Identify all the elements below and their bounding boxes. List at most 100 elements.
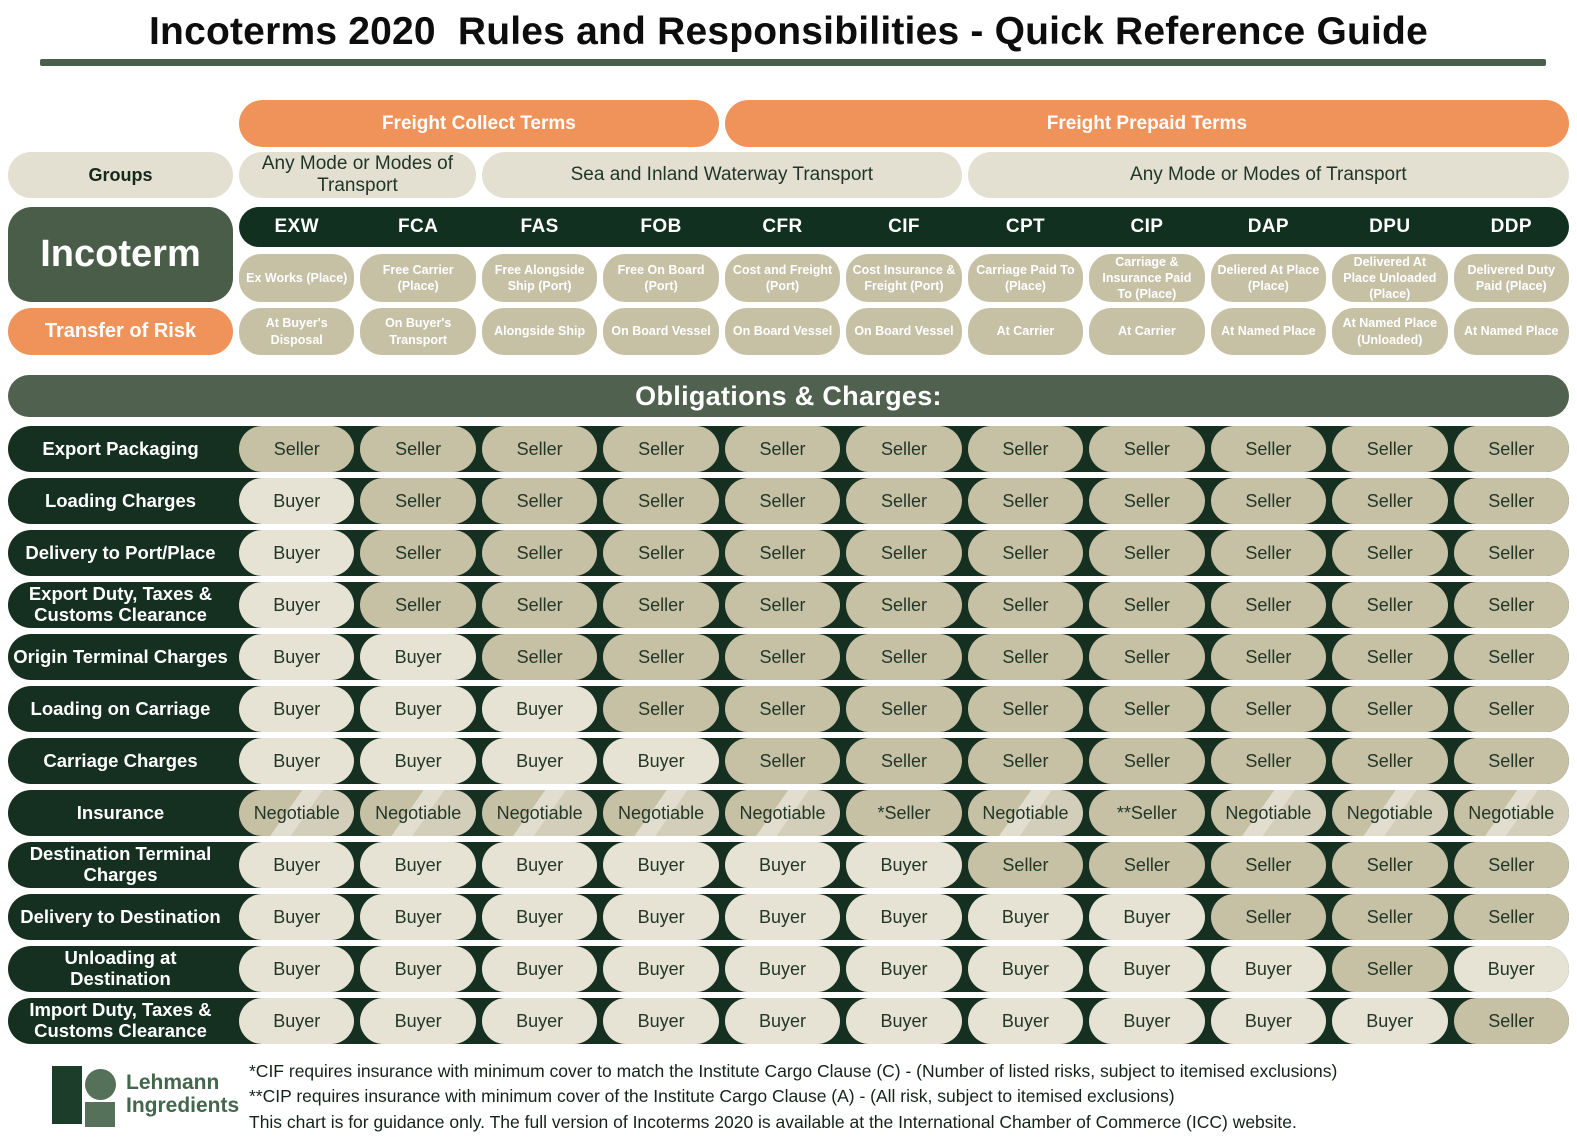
incoterm-description-cif: Cost Insurance & Freight (Port) (846, 254, 962, 302)
obligation-cell: Seller (603, 686, 719, 732)
obligation-cell: Seller (1332, 946, 1448, 992)
obligation-cell: Buyer (1089, 946, 1205, 992)
table-row: Loading Charges Buyer Seller Seller Seller Se… (8, 478, 1569, 524)
obligation-cell: Seller (360, 582, 476, 628)
obligation-cell: Seller (360, 530, 476, 576)
obligation-cell: Seller (1210, 686, 1327, 732)
freight-prepaid-header: Freight Prepaid Terms (724, 100, 1569, 147)
risk-cell-dap: At Named Place (1210, 308, 1327, 355)
obligation-cell: Buyer (1089, 894, 1205, 940)
obligation-cell: Seller (603, 634, 719, 680)
obligation-cell: Seller (360, 426, 476, 472)
obligation-cell: Buyer (1453, 946, 1569, 992)
incoterm-codes-bar: EXW FCA FAS FOB CFR CIF CPT CIP DAP DPU DDP (239, 207, 1569, 247)
table-row: Carriage Charges Buyer Buyer Buyer Buyer Sell… (8, 738, 1569, 784)
footer: Lehmann Ingredients *CIF requires insura… (52, 1059, 1569, 1135)
table-row: Delivery to Destination Buyer Buyer Buyer Bu… (8, 894, 1569, 940)
risk-cell-cfr: On Board Vessel (724, 308, 841, 355)
obligation-cell: Buyer (239, 686, 355, 732)
obligation-cell: Seller (967, 582, 1084, 628)
obligation-cell: Buyer (1210, 998, 1327, 1044)
obligation-cell: Negotiable (360, 790, 476, 836)
row-label: Loading on Carriage (30, 697, 211, 719)
incoterm-code-fca: FCA (398, 216, 439, 237)
obligation-cell: Seller (1332, 530, 1448, 576)
obligation-cell: Seller (603, 426, 719, 472)
obligation-cell: Buyer (360, 998, 476, 1044)
obligation-cell: Seller (967, 634, 1084, 680)
obligation-cell: Buyer (239, 582, 355, 628)
incoterm-code-fob: FOB (640, 216, 682, 237)
row-label: Delivery to Destination (20, 905, 221, 927)
obligation-cell: Seller (846, 530, 962, 576)
obligation-cell: Buyer (724, 998, 841, 1044)
obligation-cell: Seller (1453, 842, 1569, 888)
obligation-cell: Seller (1453, 582, 1569, 628)
obligation-cell: Seller (1089, 842, 1205, 888)
obligation-cell: Negotiable (724, 790, 841, 836)
risk-cell-fca: On Buyer's Transport (360, 308, 476, 355)
obligation-cell: Seller (1453, 530, 1569, 576)
obligation-cell: Buyer (239, 634, 355, 680)
obligation-cell: Buyer (603, 842, 719, 888)
obligation-cell: Seller (846, 686, 962, 732)
obligation-cell: Buyer (846, 842, 962, 888)
obligation-cell: Negotiable (967, 790, 1084, 836)
obligation-cell: Negotiable (603, 790, 719, 836)
row-label: Loading Charges (44, 489, 197, 511)
incoterm-description-ddp: Delivered Duty Paid (Place) (1453, 254, 1569, 302)
obligation-cell: Negotiable (1210, 790, 1327, 836)
obligation-cell: Buyer (603, 998, 719, 1044)
obligation-cell: Buyer (481, 946, 598, 992)
obligation-cell: Buyer (481, 738, 598, 784)
obligation-cell: Buyer (603, 946, 719, 992)
footnote-line: This chart is for guidance only. The ful… (249, 1111, 1297, 1132)
obligation-cell: Buyer (481, 894, 598, 940)
obligation-cell: Buyer (360, 842, 476, 888)
incoterm-header-section: Incoterm EXW FCA FAS FOB CFR CIF CPT CIP DAP DPU D… (8, 207, 1569, 302)
row-label: Carriage Charges (43, 749, 198, 771)
lehmann-logo: Lehmann Ingredients (52, 1063, 239, 1127)
obligation-cell: Seller (1210, 426, 1327, 472)
obligation-cell: Seller (967, 530, 1084, 576)
obligation-cell: Seller (846, 738, 962, 784)
obligation-cell: Seller (846, 582, 962, 628)
obligation-cell: Seller (1453, 998, 1569, 1044)
obligation-cell: Buyer (481, 686, 598, 732)
incoterm-title-box: Incoterm (8, 207, 233, 302)
table-row: Unloading at Destination Buyer Buyer Buyer B… (8, 946, 1569, 992)
obligation-cell: Buyer (239, 530, 355, 576)
obligation-cell: Seller (1089, 686, 1205, 732)
obligation-cell: Seller (846, 478, 962, 524)
incoterm-description-fca: Free Carrier (Place) (360, 254, 476, 302)
obligations-charges-header: Obligations & Charges: (8, 375, 1569, 417)
obligation-cell: Seller (1453, 738, 1569, 784)
table-row: Export Packaging Seller Seller Seller Seller… (8, 426, 1569, 472)
obligation-cell: Seller (724, 634, 841, 680)
risk-cell-cif: On Board Vessel (846, 308, 962, 355)
obligation-cell: Buyer (239, 842, 355, 888)
obligation-cell: Seller (724, 686, 841, 732)
obligation-cell: Negotiable (239, 790, 355, 836)
row-label: Delivery to Port/Place (25, 541, 216, 563)
obligation-cell: Buyer (481, 842, 598, 888)
obligation-cell: Buyer (724, 894, 841, 940)
risk-cell-fas: Alongside Ship (481, 308, 598, 355)
obligation-cell: Seller (1210, 582, 1327, 628)
table-row: Origin Terminal Charges Buyer Buyer Seller S… (8, 634, 1569, 680)
risk-cell-exw: At Buyer's Disposal (239, 308, 355, 355)
row-label: Import Duty, Taxes & Customs Clearance (29, 999, 212, 1041)
incoterm-description-dpu: Delivered At Place Unloaded (Place) (1332, 254, 1448, 302)
obligation-cell: *Seller (846, 790, 962, 836)
obligation-cell: Seller (1332, 634, 1448, 680)
table-row: Export Duty, Taxes & Customs Clearance Bu… (8, 582, 1569, 628)
obligation-cell: Seller (1453, 686, 1569, 732)
obligation-cell: Seller (481, 478, 598, 524)
obligation-cell: Seller (603, 478, 719, 524)
incoterm-code-exw: EXW (274, 216, 319, 237)
obligation-cell: Seller (724, 582, 841, 628)
obligation-cell: Buyer (360, 738, 476, 784)
obligation-cell: Seller (1210, 894, 1327, 940)
incoterm-code-dpu: DPU (1369, 216, 1411, 237)
risk-cell-cpt: At Carrier (967, 308, 1084, 355)
